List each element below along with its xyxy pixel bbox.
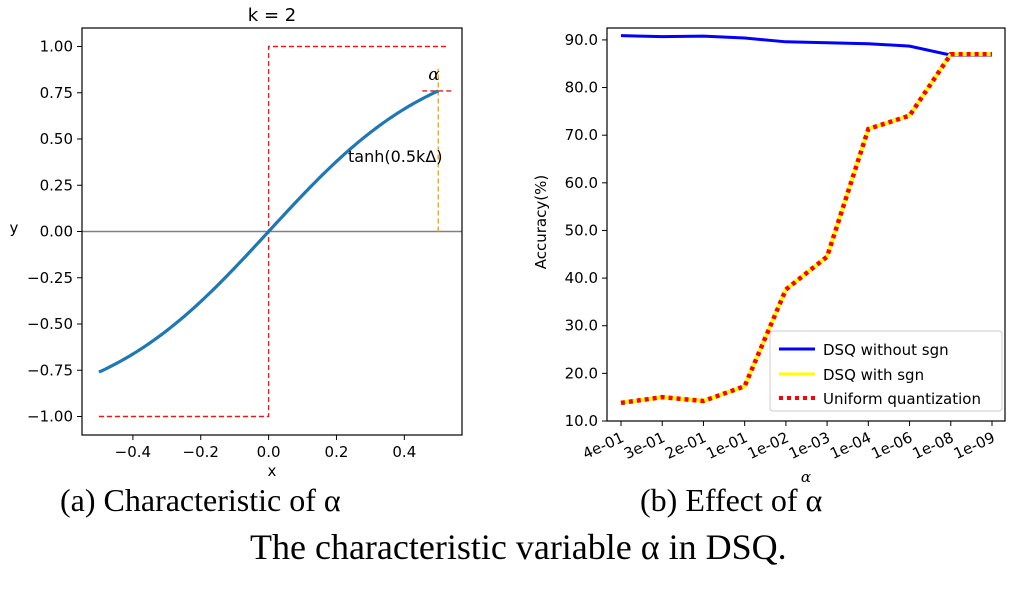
y-tick-label: 60.0	[565, 174, 598, 192]
x-tick-label: 1e-01	[704, 428, 751, 463]
y-tick-label: 50.0	[565, 221, 598, 239]
chart-b-xlabel: α	[801, 468, 811, 486]
chart-a-frame	[81, 27, 463, 436]
x-tick-label: 1e-08	[910, 428, 957, 463]
x-tick-label: −0.2	[183, 443, 219, 461]
y-tick-label: 30.0	[565, 317, 598, 335]
x-tick-label: 0.4	[392, 443, 416, 461]
y-tick-label: 40.0	[565, 269, 598, 287]
x-tick-label: 4e-01	[580, 428, 627, 463]
y-tick-label: 20.0	[565, 364, 598, 382]
x-tick-label: 3e-01	[621, 428, 668, 463]
caption-b: (b) Effect of α	[640, 482, 823, 518]
y-tick-label: 0.00	[40, 223, 73, 241]
series-line-uniform-quantization	[620, 51, 992, 406]
y-tick-label: 1.00	[40, 38, 73, 56]
y-tick-label: −0.50	[27, 315, 73, 333]
legend-label-uniform-quantization: Uniform quantization	[823, 390, 981, 408]
alpha-annotation: α	[428, 65, 440, 85]
chart-b-frame	[606, 27, 1006, 422]
y-tick-label: −1.00	[27, 408, 73, 426]
x-tick-label: 1e-03	[786, 428, 833, 463]
x-tick-label: 1e-02	[745, 428, 792, 463]
y-tick-label: 80.0	[565, 79, 598, 97]
x-tick-label: 2e-01	[662, 428, 709, 463]
x-tick-label: 1e-04	[827, 428, 874, 463]
y-tick-label: 0.50	[40, 130, 73, 148]
tanh-curve	[98, 89, 439, 374]
y-tick-label: −0.75	[27, 361, 73, 379]
legend-label-dsq-without-sgn: DSQ without sgn	[823, 341, 949, 359]
caption-a: (a) Characteristic of α	[60, 482, 341, 518]
legend-label-dsq-with-sgn: DSQ with sgn	[823, 366, 924, 384]
y-tick-label: 70.0	[565, 126, 598, 144]
y-tick-label: 90.0	[565, 31, 598, 49]
x-tick-label: 1e-09	[951, 428, 998, 463]
tanh-annotation: tanh(0.5kΔ)	[348, 147, 443, 166]
x-tick-label: 0.2	[325, 443, 349, 461]
chart-a-ylabel: y	[10, 219, 19, 237]
chart-a-title: k = 2	[248, 5, 296, 26]
chart-b-legend: DSQ without sgn DSQ with sgn Uniform qua…	[769, 330, 1003, 412]
x-tick-label: 1e-06	[868, 428, 915, 463]
chart-b-ylabel: Accuracy(%)	[532, 175, 550, 269]
y-tick-label: 10.0	[565, 412, 598, 430]
y-tick-label: 0.25	[40, 176, 73, 194]
figure-caption: The characteristic variable α in DSQ.	[250, 527, 787, 567]
x-tick-label: 0.0	[257, 443, 281, 461]
chart-a-xlabel: x	[268, 462, 277, 480]
y-tick-label: −0.25	[27, 269, 73, 287]
y-tick-label: 0.75	[40, 84, 73, 102]
x-tick-label: −0.4	[115, 443, 151, 461]
series-line-dsq-without-sgn	[620, 34, 992, 57]
